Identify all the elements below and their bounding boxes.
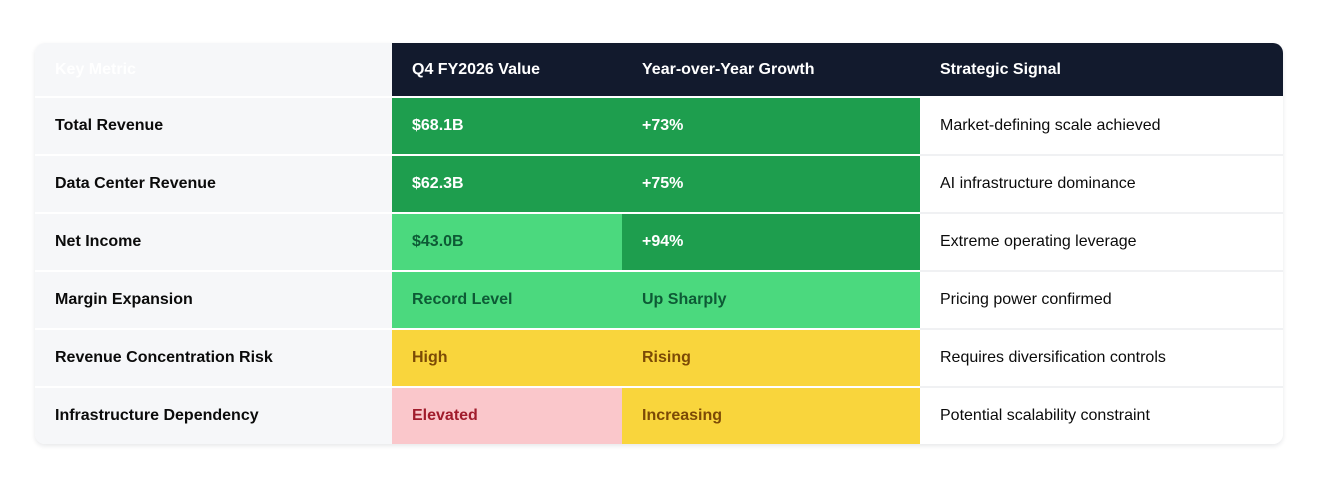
table-row: Net Income $43.0B +94% Extreme operating le… — [35, 214, 1283, 272]
metric-cell: Net Income — [35, 214, 392, 272]
signal-cell: Potential scalability constraint — [920, 388, 1283, 444]
table-row: Margin Expansion Record Level Up Sharply Pr… — [35, 272, 1283, 330]
metric-cell: Margin Expansion — [35, 272, 392, 330]
value-cell: $43.0B — [392, 214, 622, 272]
table-row: Infrastructure Dependency Elevated Increas… — [35, 388, 1283, 444]
table-body: Total Revenue $68.1B +73% Market-defining s… — [35, 98, 1283, 444]
growth-cell: Up Sharply — [622, 272, 920, 330]
value-cell: High — [392, 330, 622, 388]
growth-cell: +75% — [622, 156, 920, 214]
signal-cell: Extreme operating leverage — [920, 214, 1283, 272]
signal-cell: Pricing power confirmed — [920, 272, 1283, 330]
table-row: Revenue Concentration Risk High Rising Requ… — [35, 330, 1283, 388]
column-header-strategic-signal: Strategic Signal — [920, 43, 1283, 98]
value-cell: Record Level — [392, 272, 622, 330]
growth-cell: +94% — [622, 214, 920, 272]
metric-cell: Total Revenue — [35, 98, 392, 156]
signal-cell: Requires diversification controls — [920, 330, 1283, 388]
key-metrics-table: Key Metric Q4 FY2026 Value Year-over-Yea… — [35, 43, 1283, 444]
header-row: Key Metric Q4 FY2026 Value Year-over-Yea… — [35, 43, 1283, 98]
metrics-table-card: Key Metric Q4 FY2026 Value Year-over-Yea… — [35, 43, 1283, 444]
metric-cell: Revenue Concentration Risk — [35, 330, 392, 388]
column-header-year-over-year-growth: Year-over-Year Growth — [622, 43, 920, 98]
column-header-key-metric: Key Metric — [35, 43, 392, 98]
metric-cell: Data Center Revenue — [35, 156, 392, 214]
growth-cell: Rising — [622, 330, 920, 388]
growth-cell: +73% — [622, 98, 920, 156]
column-header-q4-fy2026-value: Q4 FY2026 Value — [392, 43, 622, 98]
signal-cell: AI infrastructure dominance — [920, 156, 1283, 214]
value-cell: $68.1B — [392, 98, 622, 156]
signal-cell: Market-defining scale achieved — [920, 98, 1283, 156]
growth-cell: Increasing — [622, 388, 920, 444]
metric-cell: Infrastructure Dependency — [35, 388, 392, 444]
value-cell: Elevated — [392, 388, 622, 444]
value-cell: $62.3B — [392, 156, 622, 214]
table-row: Total Revenue $68.1B +73% Market-defining s… — [35, 98, 1283, 156]
table-row: Data Center Revenue $62.3B +75% AI infrastr… — [35, 156, 1283, 214]
